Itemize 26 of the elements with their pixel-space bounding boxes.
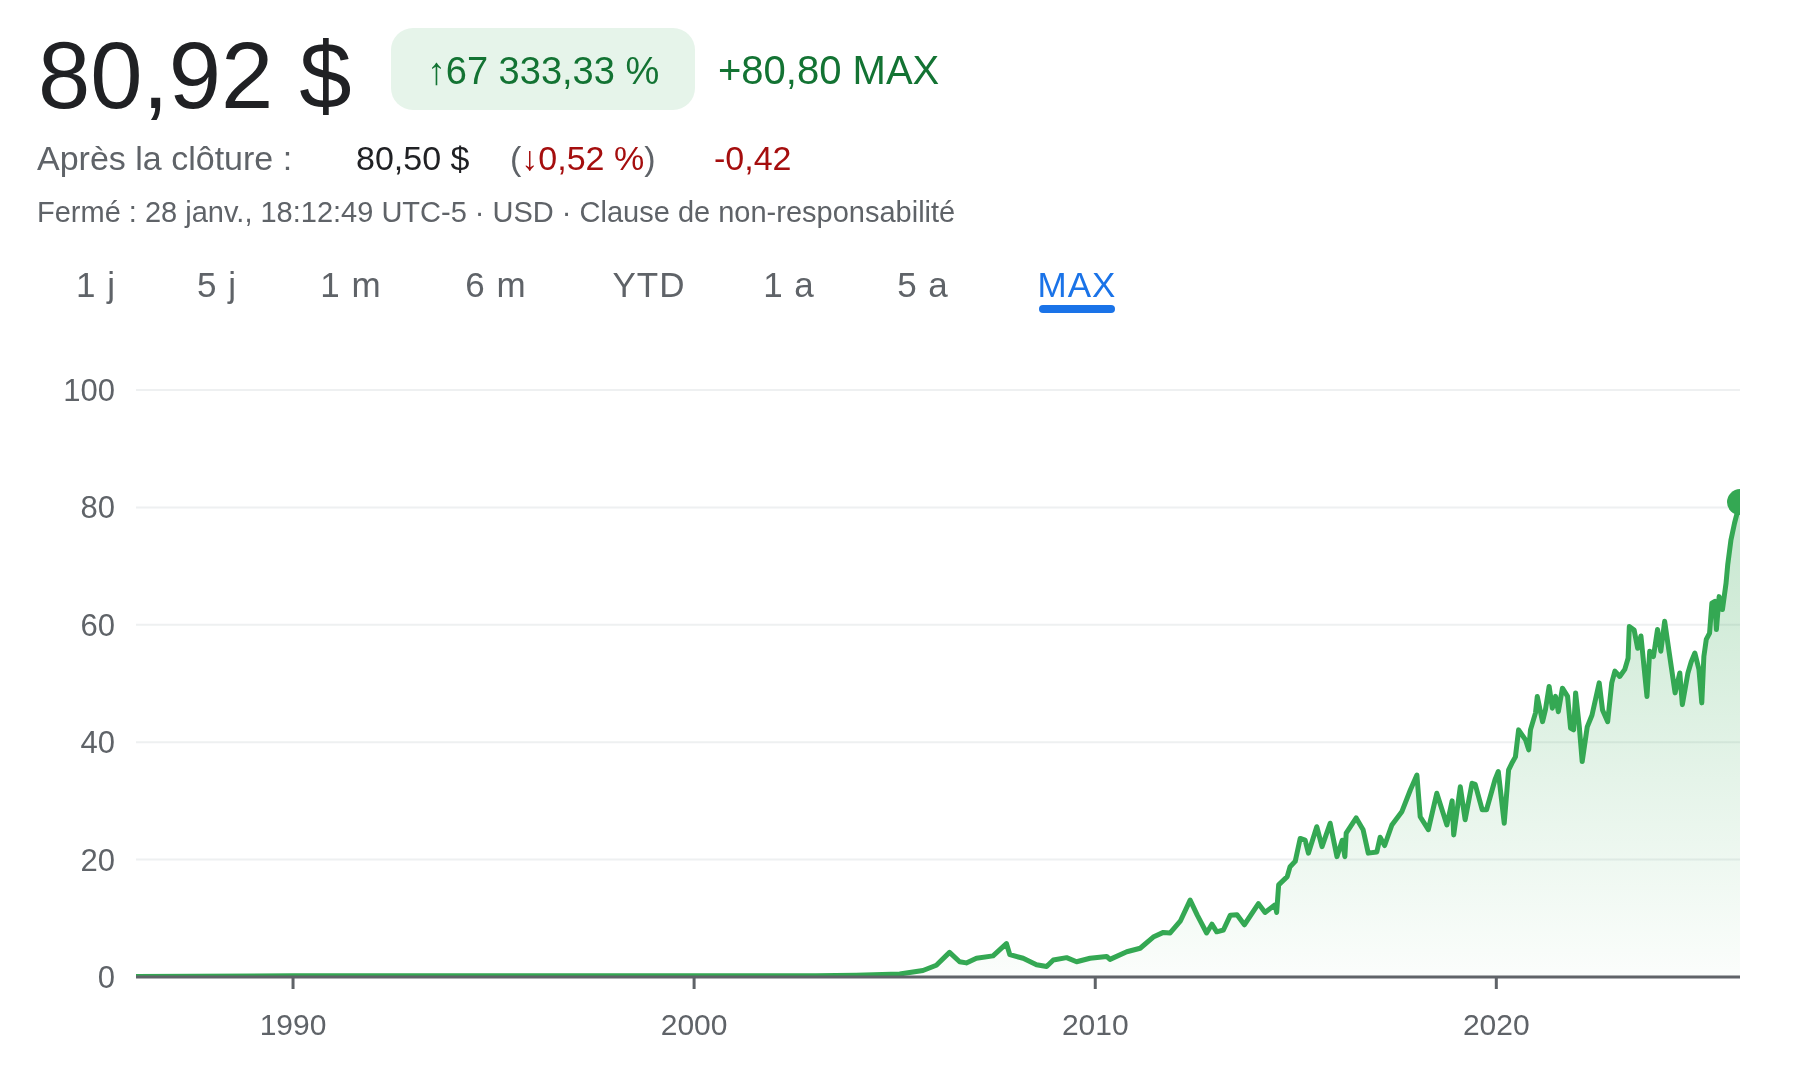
y-tick-label: 0 (97, 960, 115, 996)
x-tick-label: 2020 (1462, 1008, 1530, 1042)
y-tick-label: 60 (80, 607, 115, 643)
text: 80,50 $ (356, 139, 470, 177)
text: 6 m (465, 265, 527, 304)
x-tick-label: 2010 (1061, 1008, 1129, 1042)
x-tick-label: 1990 (259, 1008, 327, 1042)
y-tick-label: 80 (80, 490, 115, 526)
text: MAX (1037, 265, 1117, 304)
text: -0,42 (714, 139, 792, 177)
text: 5 j (197, 265, 237, 304)
text: (↓0,52 %) (510, 139, 656, 177)
text: Fermé : 28 janv., 18:12:49 UTC-5 · USD · Clause de non-responsabilité (37, 196, 956, 228)
chart-title: 80,92 $ (38, 23, 352, 128)
x-tick-label: 2000 (660, 1008, 728, 1042)
y-tick-label: 20 (80, 842, 115, 878)
text: 1 j (76, 265, 116, 304)
text: 1 m (320, 265, 382, 304)
y-tick-label: 40 (80, 725, 115, 761)
text: ↑67 333,33 % (426, 50, 660, 92)
text: +80,80 MAX (718, 48, 940, 92)
y-tick-label: 100 (63, 373, 115, 409)
text: Après la clôture : (37, 139, 293, 177)
text: 1 a (763, 265, 815, 304)
text: 5 a (897, 265, 949, 304)
text: YTD (612, 265, 686, 304)
